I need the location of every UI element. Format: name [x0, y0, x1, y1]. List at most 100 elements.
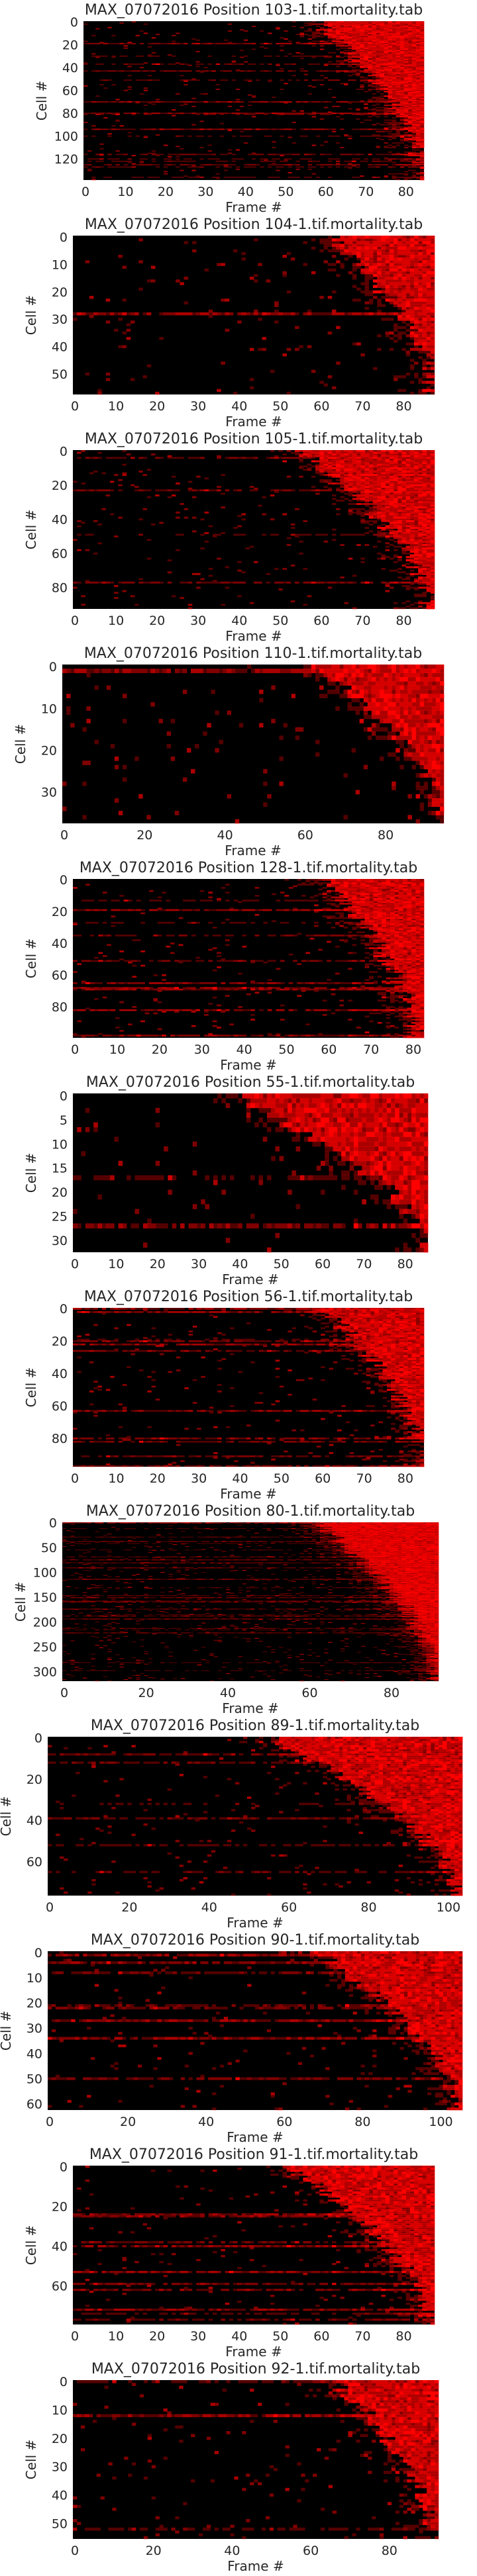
heatmap-cell [114, 312, 119, 316]
heatmap-cell [396, 124, 401, 126]
heatmap-cell [331, 528, 337, 531]
heatmap-cell [344, 31, 348, 33]
heatmap-cell [427, 739, 433, 745]
heatmap-cell [373, 907, 391, 909]
heatmap-cell [411, 93, 417, 95]
y-tick-label: 40 [62, 61, 78, 75]
heatmap-cell [403, 177, 413, 179]
heatmap-cell [143, 113, 148, 115]
heatmap-cell [419, 140, 425, 142]
heatmap-cell [413, 331, 423, 335]
heatmap-cell [174, 811, 180, 815]
heatmap-cell [251, 95, 256, 97]
heatmap-cell [381, 455, 398, 457]
heatmap-cell [407, 105, 421, 107]
heatmap-cell [278, 588, 283, 591]
heatmap-cell [415, 781, 421, 786]
heatmap-cell [426, 460, 431, 463]
heatmap-cell [396, 130, 401, 132]
heatmap-cell [284, 113, 300, 115]
heatmap-cell [407, 40, 413, 42]
heatmap-cell [243, 142, 248, 144]
heatmap-cell [418, 566, 431, 569]
heatmap-cell [388, 87, 405, 89]
heatmap-cell [385, 472, 390, 475]
heatmap-cell [331, 879, 336, 881]
heatmap-cell [311, 453, 316, 456]
heatmap-cell [392, 176, 413, 178]
heatmap-cell [331, 465, 337, 468]
heatmap-cell [384, 85, 388, 87]
heatmap-cell [411, 61, 417, 63]
heatmap-cell [131, 163, 136, 165]
heatmap-cell [311, 455, 316, 457]
heatmap-cell [368, 80, 380, 82]
heatmap-cell [399, 52, 405, 54]
heatmap-cell [280, 128, 284, 130]
heatmap-cell [274, 568, 279, 571]
heatmap-cell [331, 244, 341, 247]
heatmap-cell [411, 119, 417, 121]
heatmap-cell [415, 54, 421, 56]
heatmap-cell [403, 50, 409, 53]
heatmap-cell [431, 735, 441, 741]
heatmap-cell [360, 522, 370, 524]
heatmap-cell [360, 312, 365, 316]
heatmap-cell [393, 503, 402, 505]
heatmap-cell [430, 487, 435, 490]
heatmap-cell [237, 312, 242, 316]
heatmap-cell [393, 549, 398, 551]
heatmap-cell [392, 727, 400, 732]
x-tick-label: 10 [117, 185, 133, 199]
heatmap-cell [319, 154, 325, 156]
heatmap-cell [344, 26, 356, 28]
heatmap-cell [381, 508, 386, 510]
heatmap-cell [385, 271, 390, 275]
heatmap-cell [384, 83, 388, 86]
heatmap-cell [415, 146, 425, 149]
heatmap-cell [430, 586, 435, 589]
heatmap-cell [430, 537, 435, 539]
heatmap-cell [405, 277, 411, 280]
heatmap-cell [392, 128, 401, 130]
heatmap-cell [376, 83, 380, 86]
heatmap-cell [401, 453, 406, 456]
heatmap-cell [403, 97, 409, 99]
heatmap-cell [150, 279, 156, 283]
heatmap-cell [403, 71, 413, 73]
heatmap-cell [380, 30, 384, 32]
heatmap-cell [384, 50, 388, 52]
heatmap-cell [142, 312, 148, 316]
heatmap-cell [426, 486, 431, 488]
heatmap-cell [392, 42, 397, 44]
heatmap-cell [89, 296, 94, 299]
heatmap-cell [392, 781, 396, 786]
heatmap-cell [348, 61, 364, 63]
heatmap-cell [311, 37, 317, 39]
heatmap-cell [182, 689, 187, 694]
heatmap-cell [122, 463, 127, 466]
heatmap-cell [368, 58, 376, 60]
heatmap-cell [392, 63, 405, 66]
heatmap-cell [388, 40, 393, 42]
heatmap-cell [385, 581, 390, 584]
heatmap-cell [419, 141, 425, 143]
heatmap-cell [368, 492, 374, 495]
heatmap-cell [372, 85, 380, 87]
heatmap-cell [356, 342, 361, 345]
heatmap-cell [219, 128, 225, 130]
heatmap-cell [427, 723, 441, 728]
heatmap-cell [381, 554, 386, 557]
heatmap-cell [439, 786, 445, 790]
heatmap-cell [415, 130, 421, 132]
heatmap-cell [372, 462, 390, 465]
heatmap-cell [208, 309, 213, 313]
heatmap-cell [376, 63, 380, 66]
heatmap-cell [372, 533, 386, 536]
heatmap-cell [352, 263, 357, 266]
heatmap-cell [439, 702, 445, 707]
heatmap-cell [348, 56, 356, 58]
heatmap-cell [384, 71, 388, 73]
heatmap-cell [331, 885, 340, 888]
